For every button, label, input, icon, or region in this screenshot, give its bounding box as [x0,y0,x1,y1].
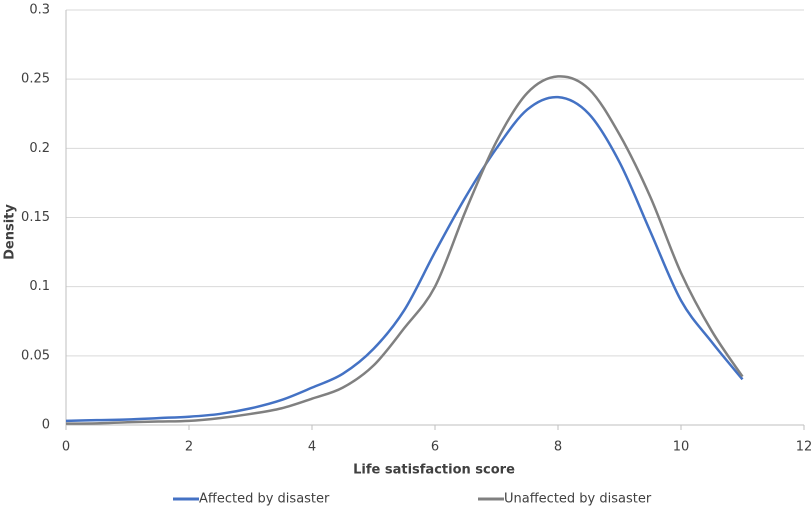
legend-label: Affected by disaster [199,492,330,507]
x-tick-label: 12 [796,440,812,455]
x-tick-label: 0 [62,440,70,455]
y-tick-label: 0.05 [21,348,50,363]
y-tick-label: 0.1 [29,279,50,294]
y-tick-label: 0.3 [29,3,50,18]
legend-label: Unaffected by disaster [504,492,652,507]
x-tick-label: 2 [185,440,193,455]
y-tick-label: 0.15 [21,210,50,225]
x-axis-label: Life satisfaction score [353,463,515,478]
y-tick-label: 0.25 [21,72,50,87]
x-tick-label: 8 [554,440,562,455]
y-tick-label: 0 [42,418,50,433]
series-line [65,95,744,423]
y-axis-label: Density [3,204,18,260]
x-tick-label: 4 [308,440,316,455]
series-line [65,75,744,425]
y-tick-label: 0.2 [29,141,50,156]
x-tick-label: 6 [431,440,439,455]
x-tick-label: 10 [673,440,690,455]
